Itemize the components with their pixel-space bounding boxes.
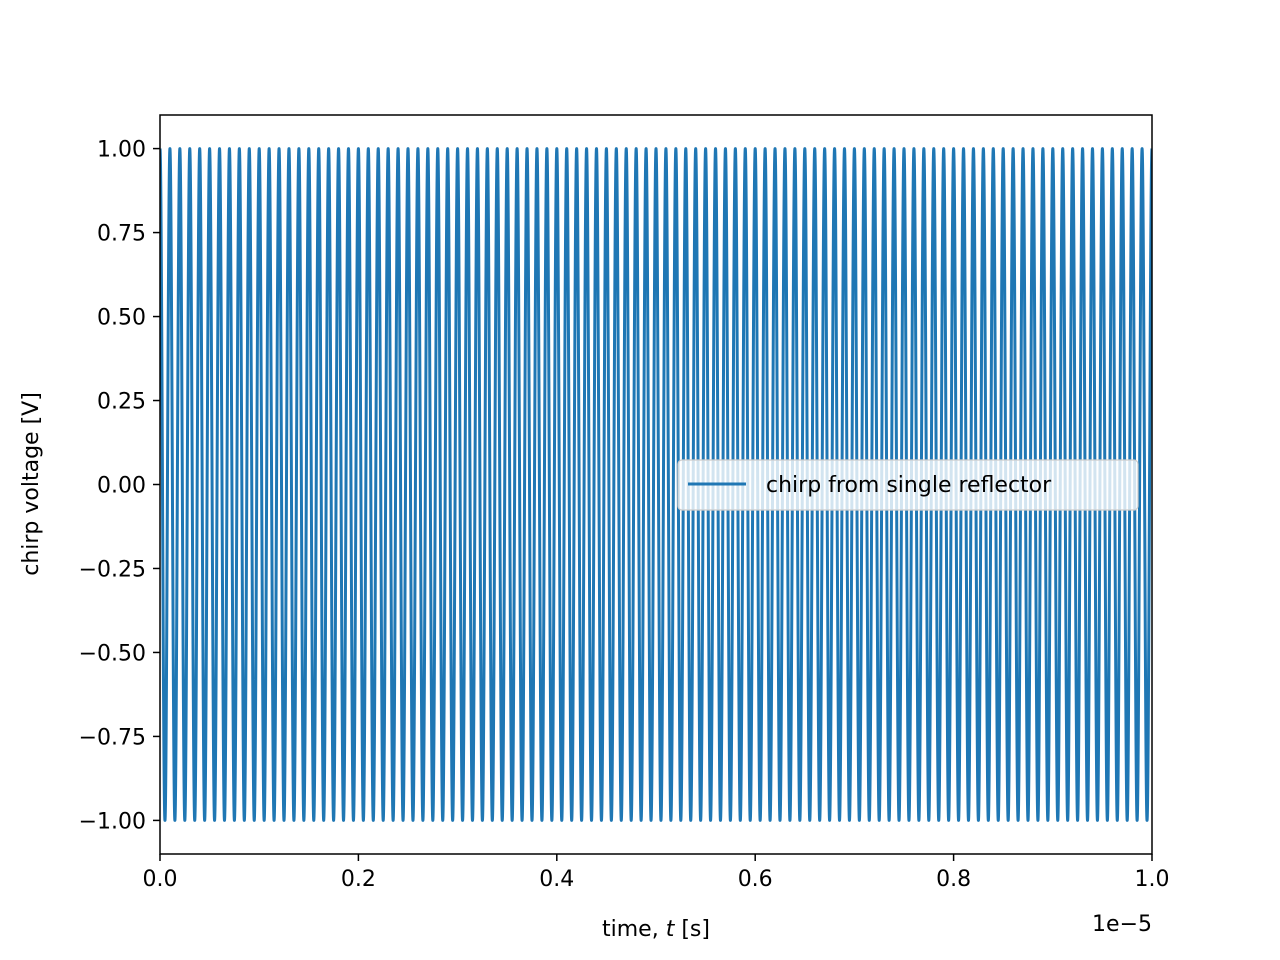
y-tick-label: −0.50 [79,641,146,666]
y-tick-label: 0.25 [97,390,146,415]
y-tick-label: −1.00 [79,809,146,834]
y-tick-label: 1.00 [97,138,146,163]
legend-box [677,459,1139,511]
y-tick-label: 0.75 [97,222,146,247]
series-line-0 [160,147,1152,822]
y-axis-ticks: 1.00 0.75 0.50 0.25 0.00 −0.25 −0.50 −0.75 −1.00 [79,138,160,834]
x-tick-label: 0.4 [539,867,574,892]
x-axis-label: time, t [s] [602,917,710,942]
x-tick-label: 0.6 [738,867,773,892]
legend: chirp from single reflector [677,459,1139,511]
legend-entry: chirp from single reflector [766,473,1052,498]
y-tick-label: 0.00 [97,474,146,499]
x-tick-label: 0.2 [341,867,376,892]
x-tick-label: 0.0 [143,867,178,892]
series-layer [160,147,1152,822]
x-tick-label: 1.0 [1135,867,1170,892]
y-tick-label: 0.50 [97,306,146,331]
y-tick-label: −0.75 [79,725,146,750]
x-tick-label: 0.8 [936,867,971,892]
y-tick-label: −0.25 [79,557,146,582]
x-axis-ticks: 0.0 0.2 0.4 0.6 0.8 1.0 [143,854,1170,892]
x-offset-text: 1e−5 [1092,912,1152,937]
y-axis-label: chirp voltage [V] [19,392,44,576]
